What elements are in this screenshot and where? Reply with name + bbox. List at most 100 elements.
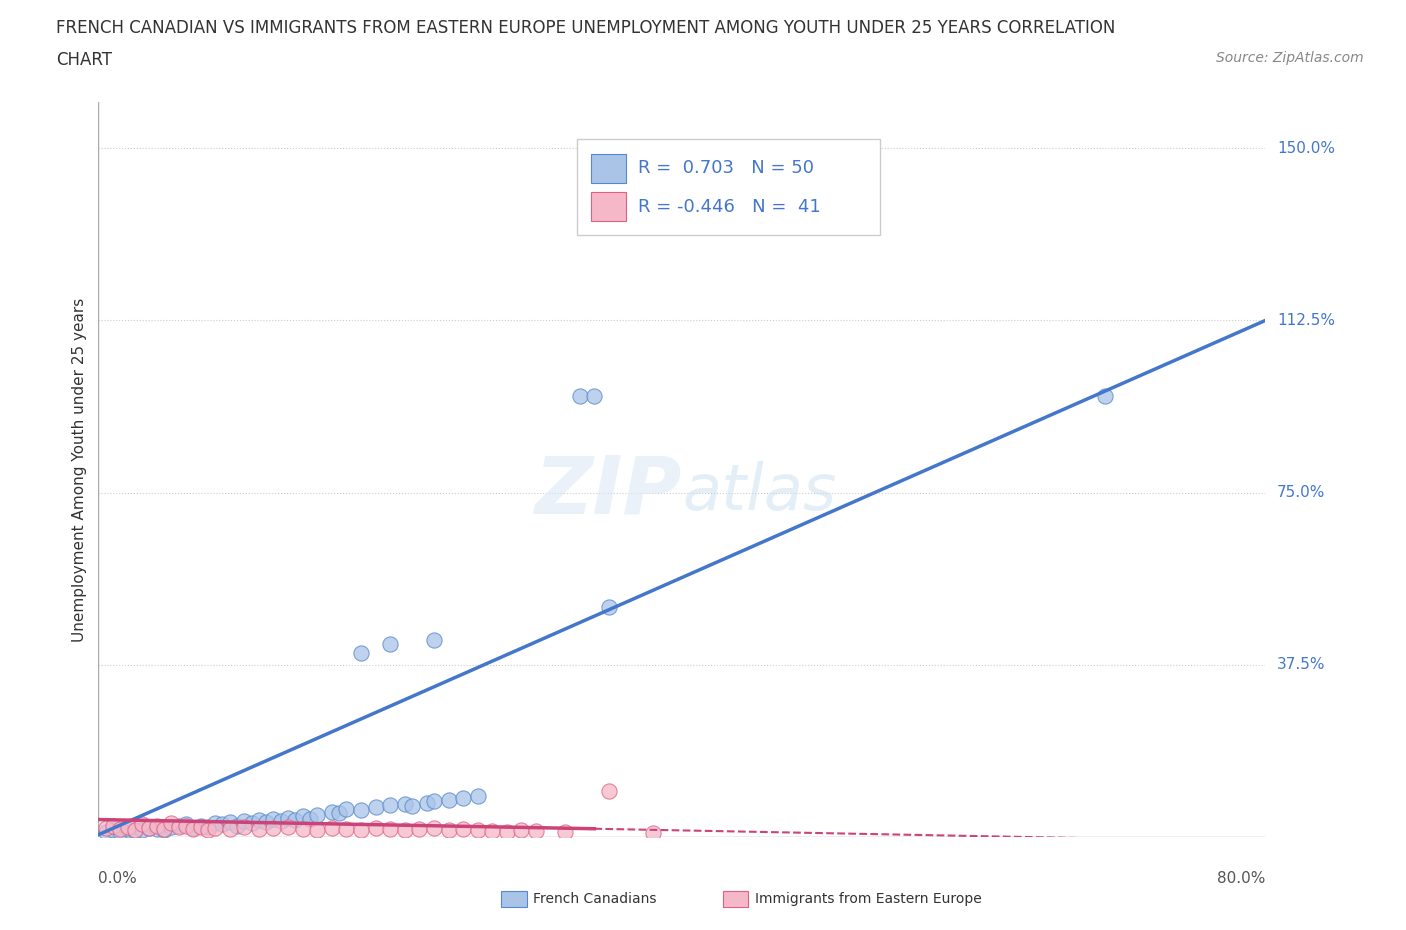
Point	[101, 823, 124, 838]
Text: 37.5%: 37.5%	[1277, 658, 1326, 672]
Point	[401, 798, 423, 813]
Point	[262, 811, 284, 826]
Text: Source: ZipAtlas.com: Source: ZipAtlas.com	[1216, 51, 1364, 65]
Point	[394, 796, 416, 811]
Point	[1094, 389, 1116, 404]
Bar	[501, 891, 527, 907]
Point	[510, 823, 533, 838]
Point	[408, 821, 430, 836]
Point	[204, 820, 226, 835]
Point	[583, 389, 606, 404]
Bar	[591, 153, 626, 183]
Point	[524, 824, 547, 839]
Point	[254, 815, 277, 830]
Point	[247, 812, 270, 827]
Text: CHART: CHART	[56, 51, 112, 69]
Point	[160, 816, 183, 830]
Point	[197, 819, 219, 834]
Point	[174, 817, 197, 831]
Point	[204, 816, 226, 830]
Point	[211, 817, 233, 831]
Point	[328, 805, 350, 820]
Point	[270, 814, 292, 829]
Point	[138, 820, 160, 835]
Point	[335, 821, 357, 836]
Point	[380, 797, 402, 812]
Point	[160, 819, 183, 834]
Point	[437, 823, 460, 838]
Bar	[591, 192, 626, 221]
Point	[598, 600, 620, 615]
Point	[298, 811, 321, 826]
Point	[117, 819, 139, 834]
Point	[218, 815, 240, 830]
Point	[415, 795, 437, 810]
Point	[110, 825, 132, 840]
Point	[124, 824, 146, 839]
Point	[277, 810, 299, 825]
Point	[94, 820, 117, 835]
Point	[190, 818, 212, 833]
Point	[291, 821, 314, 836]
Text: R = -0.446   N =  41: R = -0.446 N = 41	[637, 198, 820, 216]
Point	[153, 823, 176, 838]
Point	[153, 821, 176, 836]
Point	[423, 820, 446, 835]
Point	[451, 821, 474, 836]
Point	[598, 784, 620, 799]
Point	[321, 820, 343, 835]
Text: 0.0%: 0.0%	[98, 871, 138, 886]
Point	[394, 823, 416, 838]
Point	[335, 802, 357, 817]
Point	[568, 389, 591, 404]
Point	[380, 821, 402, 836]
Point	[307, 807, 329, 822]
Point	[291, 809, 314, 824]
Text: ZIP: ZIP	[534, 453, 682, 531]
Point	[321, 804, 343, 819]
Point	[233, 814, 256, 829]
Point	[240, 816, 263, 830]
Point	[124, 823, 146, 838]
Y-axis label: Unemployment Among Youth under 25 years: Unemployment Among Youth under 25 years	[72, 298, 87, 642]
Text: FRENCH CANADIAN VS IMMIGRANTS FROM EASTERN EUROPE UNEMPLOYMENT AMONG YOUTH UNDER: FRENCH CANADIAN VS IMMIGRANTS FROM EASTE…	[56, 19, 1115, 36]
Point	[262, 820, 284, 835]
Point	[146, 818, 169, 833]
Point	[247, 821, 270, 836]
Point	[167, 819, 190, 834]
Point	[284, 812, 307, 827]
Point	[350, 803, 373, 817]
Point	[277, 819, 299, 834]
Point	[110, 821, 132, 836]
Point	[437, 792, 460, 807]
Point	[94, 825, 117, 840]
Point	[181, 820, 204, 835]
Point	[146, 821, 169, 836]
Text: R =  0.703   N = 50: R = 0.703 N = 50	[637, 159, 814, 178]
Point	[197, 823, 219, 838]
Point	[467, 789, 489, 804]
Text: atlas: atlas	[682, 460, 837, 523]
Point	[226, 818, 249, 833]
Text: 150.0%: 150.0%	[1277, 140, 1336, 155]
Point	[467, 823, 489, 838]
Point	[380, 637, 402, 652]
Point	[423, 632, 446, 647]
Point	[190, 819, 212, 834]
Point	[131, 817, 153, 831]
Point	[101, 818, 124, 833]
Point	[181, 821, 204, 836]
Point	[554, 825, 576, 840]
Point	[131, 823, 153, 838]
Text: 75.0%: 75.0%	[1277, 485, 1326, 500]
FancyBboxPatch shape	[576, 139, 880, 234]
Point	[167, 818, 190, 833]
Point	[481, 824, 503, 839]
Text: French Canadians: French Canadians	[533, 892, 657, 906]
Point	[364, 820, 387, 835]
Point	[496, 825, 519, 840]
Text: Immigrants from Eastern Europe: Immigrants from Eastern Europe	[755, 892, 983, 906]
Point	[307, 823, 329, 838]
Point	[364, 800, 387, 815]
Point	[451, 790, 474, 805]
